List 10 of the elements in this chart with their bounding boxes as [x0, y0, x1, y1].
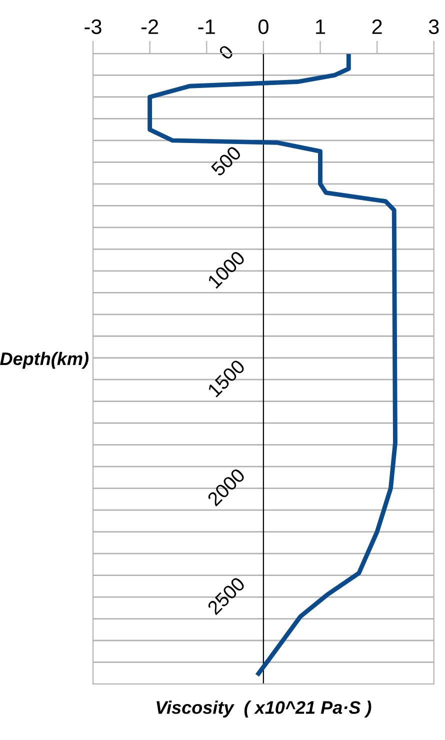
x-tick-label: -1 — [198, 20, 215, 34]
x-tick-label: 1 — [316, 20, 326, 34]
y-axis-title: Depth(km) — [0, 352, 89, 369]
y-tick-label: 500 — [210, 145, 242, 177]
x-tick-label: 0 — [258, 19, 268, 34]
x-axis-title: Viscosity ( x10^21 Pa·S ) — [156, 700, 372, 718]
x-tick-label: -3 — [84, 19, 102, 34]
x-tick-label: 3 — [428, 19, 439, 34]
x-tick-label: 2 — [372, 19, 382, 34]
x-tick-label: -2 — [141, 19, 158, 34]
